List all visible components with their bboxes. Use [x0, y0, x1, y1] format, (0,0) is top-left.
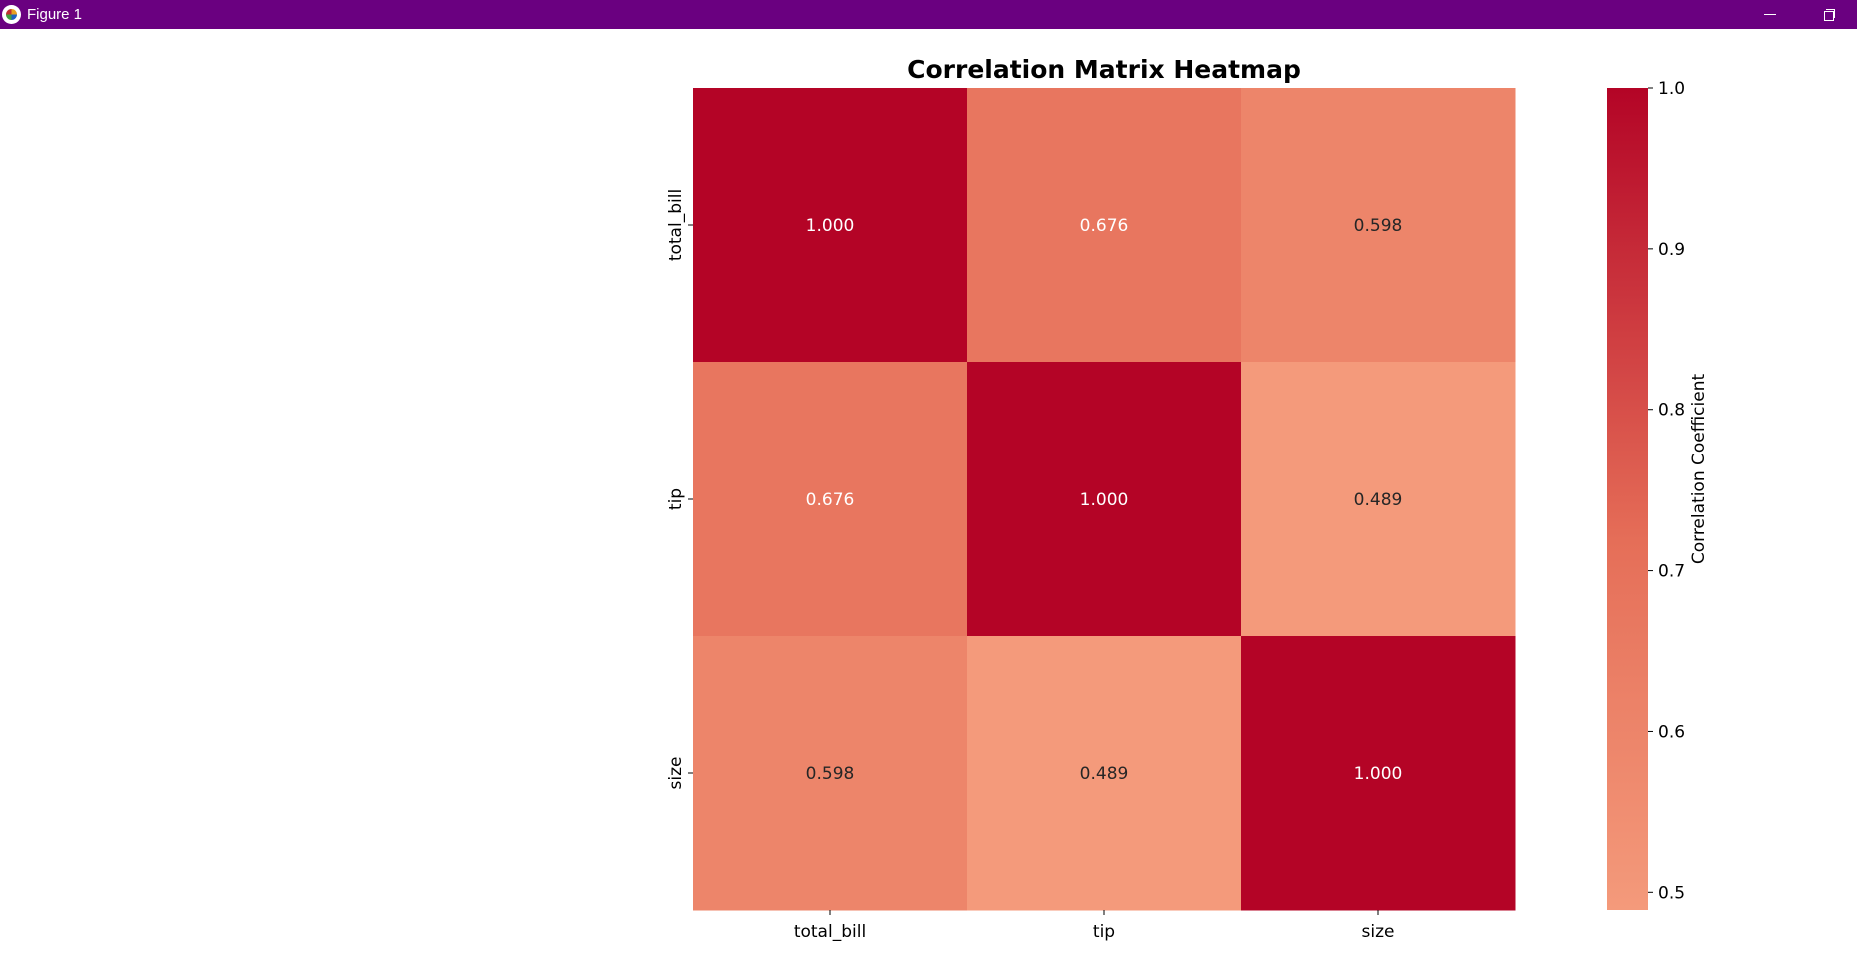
restore-icon	[1823, 9, 1835, 21]
x-tick-label: tip	[1093, 922, 1115, 942]
cell-value-label: 0.489	[1080, 764, 1129, 784]
y-tick-label: total_bill	[666, 189, 686, 261]
colorbar-tick-label: 0.7	[1658, 562, 1685, 582]
heatmap-cell	[967, 362, 1242, 637]
heatmap-cell	[693, 88, 968, 363]
minimize-icon	[1764, 14, 1776, 15]
window-titlebar: Figure 1	[0, 0, 1857, 29]
heatmap-cell	[1241, 362, 1516, 637]
cell-value-label: 1.000	[1080, 490, 1129, 510]
x-axis: total_bill tip size	[794, 910, 1395, 942]
colorbar-tick-label: 1.0	[1658, 79, 1685, 99]
colorbar-label: Correlation Coefficient	[1689, 374, 1709, 565]
heatmap-cell	[967, 636, 1242, 911]
heatmap-cell	[693, 636, 968, 911]
cell-value-label: 0.598	[1354, 216, 1403, 236]
matplotlib-icon	[2, 5, 21, 24]
cell-value-label: 0.676	[1080, 216, 1129, 236]
heatmap-cell	[967, 88, 1242, 363]
cell-value-label: 0.489	[1354, 490, 1403, 510]
restore-button[interactable]	[1806, 0, 1852, 29]
colorbar: 0.5 0.6 0.7 0.8 0.9 1.0 Correlation Coefficien…	[1607, 79, 1709, 910]
heatmap-cell	[1241, 88, 1516, 363]
cell-value-label: 1.000	[1354, 764, 1403, 784]
y-tick-label: tip	[666, 488, 686, 510]
y-tick-label: size	[666, 757, 686, 790]
colorbar-tick-label: 0.5	[1658, 883, 1685, 903]
chart-title: Correlation Matrix Heatmap	[907, 55, 1301, 84]
heatmap-figure: Correlation Matrix Heatmap 1.000 0.676 0.5…	[666, 55, 1709, 942]
heatmap-cell	[1241, 636, 1516, 911]
window-title: Figure 1	[27, 6, 83, 23]
cell-value-label: 0.676	[806, 490, 855, 510]
colorbar-tick-label: 0.9	[1658, 240, 1685, 260]
cell-value-label: 1.000	[806, 216, 855, 236]
x-tick-label: total_bill	[794, 922, 866, 942]
colorbar-tick-label: 0.8	[1658, 401, 1685, 421]
heatmap-cells: 1.000 0.676 0.598 0.676 1.000 0.489 0.598 0.489…	[693, 88, 1516, 911]
heatmap-cell	[693, 362, 968, 637]
cell-value-label: 0.598	[806, 764, 855, 784]
x-tick-label: size	[1362, 922, 1395, 942]
colorbar-tick-label: 0.6	[1658, 722, 1685, 742]
colorbar-gradient	[1607, 88, 1648, 910]
minimize-button[interactable]	[1747, 0, 1793, 29]
